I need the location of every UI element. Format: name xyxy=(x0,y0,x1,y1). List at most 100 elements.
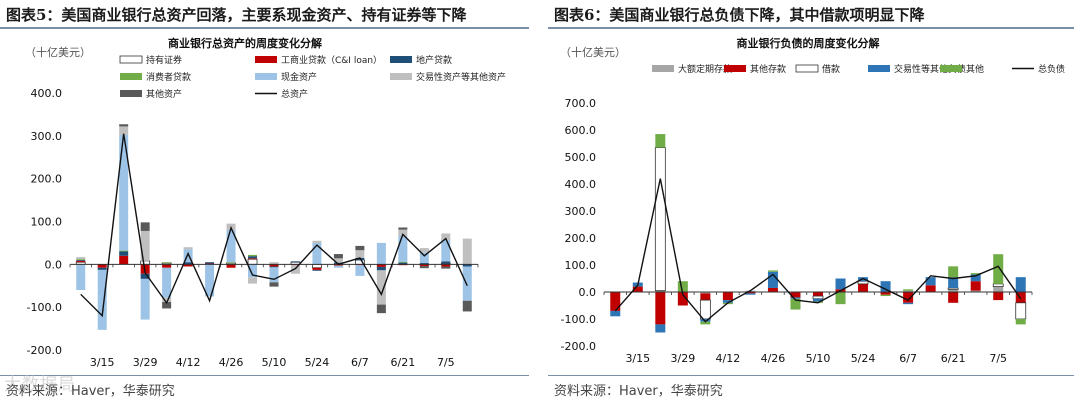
bar-segment xyxy=(767,287,778,292)
legend-label: 消费者贷款 xyxy=(146,71,191,83)
bar-segment xyxy=(226,230,236,263)
left-bottom-rule xyxy=(0,375,529,376)
legend-swatch xyxy=(390,56,412,63)
bar-segment xyxy=(948,266,959,278)
bar-segment xyxy=(419,252,429,264)
bar-segment xyxy=(970,290,981,292)
bar-segment xyxy=(700,292,711,294)
bar-segment xyxy=(745,292,756,294)
bar-segment xyxy=(248,277,258,284)
x-tick-label: 6/7 xyxy=(899,352,917,365)
bar-segment xyxy=(835,292,846,305)
bar-segment xyxy=(355,265,365,276)
legend-label: 地产贷款 xyxy=(416,54,452,66)
bar-segment xyxy=(269,267,279,283)
x-tick-label: 4/26 xyxy=(761,352,786,365)
bar-segment xyxy=(183,264,193,267)
bar-segment xyxy=(76,260,86,263)
bar-segment xyxy=(226,264,236,268)
bar-segment xyxy=(462,300,472,312)
bar-segment xyxy=(419,248,429,253)
bar-segment xyxy=(162,302,172,309)
bar-segment xyxy=(162,262,172,264)
x-tick-label: 4/12 xyxy=(176,356,201,369)
bar-segment xyxy=(767,270,778,272)
legend-label: 总负债 xyxy=(1038,63,1065,75)
bar-segment xyxy=(119,255,129,265)
left-chart-panel: 图表5：美国商业银行总资产回落，主要系现金资产、持有证券等下降 商业银行总资产的… xyxy=(0,0,535,401)
bar-segment xyxy=(162,264,172,268)
bar-segment xyxy=(993,254,1004,284)
bar-segment xyxy=(813,292,823,297)
bar-segment xyxy=(857,280,869,285)
bar-segment xyxy=(1015,319,1026,325)
right-top-rule xyxy=(548,27,1074,29)
bar-segment xyxy=(903,302,914,305)
y-tick-label: 0.0 xyxy=(45,258,63,271)
right-figure-heading: 图表6：美国商业银行总负债下降，其中借款项明显下降 xyxy=(554,6,925,24)
x-tick-label: 3/15 xyxy=(625,352,650,365)
bar-segment xyxy=(419,266,429,269)
legend-item: 大额定期存款 xyxy=(652,63,732,75)
bar-segment xyxy=(970,281,981,291)
y-tick-label: 700.0 xyxy=(565,97,597,110)
total-line xyxy=(614,178,1022,323)
bar-segment xyxy=(441,239,451,262)
bar-segment xyxy=(398,227,408,230)
bar-segment xyxy=(677,281,688,292)
bar-segment xyxy=(700,319,711,322)
bar-segment xyxy=(970,274,981,282)
x-tick-label: 5/24 xyxy=(851,352,876,365)
bar-segment xyxy=(441,266,451,269)
bar-segment xyxy=(903,290,914,292)
bar-segment xyxy=(183,249,193,263)
bar-segment xyxy=(312,242,322,265)
bar-segment xyxy=(97,269,107,330)
bar-segment xyxy=(376,264,386,267)
bar-segment xyxy=(183,262,193,265)
bar-segment xyxy=(140,273,150,279)
y-tick-label: 600.0 xyxy=(565,124,597,137)
bar-segment xyxy=(880,292,891,295)
bar-segment xyxy=(462,266,472,301)
legend-label: 其他 xyxy=(966,63,984,75)
bar-segment xyxy=(205,262,215,264)
bar-segment xyxy=(880,281,891,292)
bar-segment xyxy=(745,293,756,295)
legend-swatch xyxy=(724,65,746,72)
legend-item: 其他资产 xyxy=(120,88,182,100)
x-tick-label: 3/29 xyxy=(133,356,158,369)
right-bottom-rule xyxy=(548,375,1074,376)
bar-segment xyxy=(610,310,621,317)
y-tick-label: -100.0 xyxy=(561,313,596,326)
left-source-note: 资料来源：Haver，华泰研究 xyxy=(6,384,175,399)
bar-segment xyxy=(97,264,107,268)
x-tick-label: 5/10 xyxy=(806,352,831,365)
legend-swatch xyxy=(652,65,674,72)
legend-swatch xyxy=(868,65,890,72)
bar-segment xyxy=(398,229,408,237)
bar-segment xyxy=(699,299,711,320)
legend-item: 总负债 xyxy=(1012,63,1065,75)
y-tick-label: -200.0 xyxy=(561,340,596,353)
bar-segment xyxy=(119,134,129,251)
bar-segment xyxy=(376,266,386,271)
bar-segment xyxy=(398,262,408,265)
bar-segment xyxy=(248,254,258,257)
bar-segment xyxy=(355,250,365,258)
y-tick-label: -100.0 xyxy=(27,301,62,314)
bar-segment xyxy=(992,283,1004,287)
bar-segment xyxy=(97,267,107,270)
bar-segment xyxy=(76,260,86,261)
bar-segment xyxy=(119,251,129,256)
legend-label: 总资产 xyxy=(281,88,308,100)
bar-segment xyxy=(632,286,643,292)
legend-label: 其他存款 xyxy=(750,63,786,75)
bar-segment xyxy=(119,124,129,127)
legend-swatch xyxy=(119,55,143,64)
bar-segment xyxy=(462,238,472,265)
bar-segment xyxy=(333,254,343,259)
bar-segment xyxy=(76,257,86,260)
bar-segment xyxy=(290,265,300,274)
bar-segment xyxy=(140,278,150,320)
